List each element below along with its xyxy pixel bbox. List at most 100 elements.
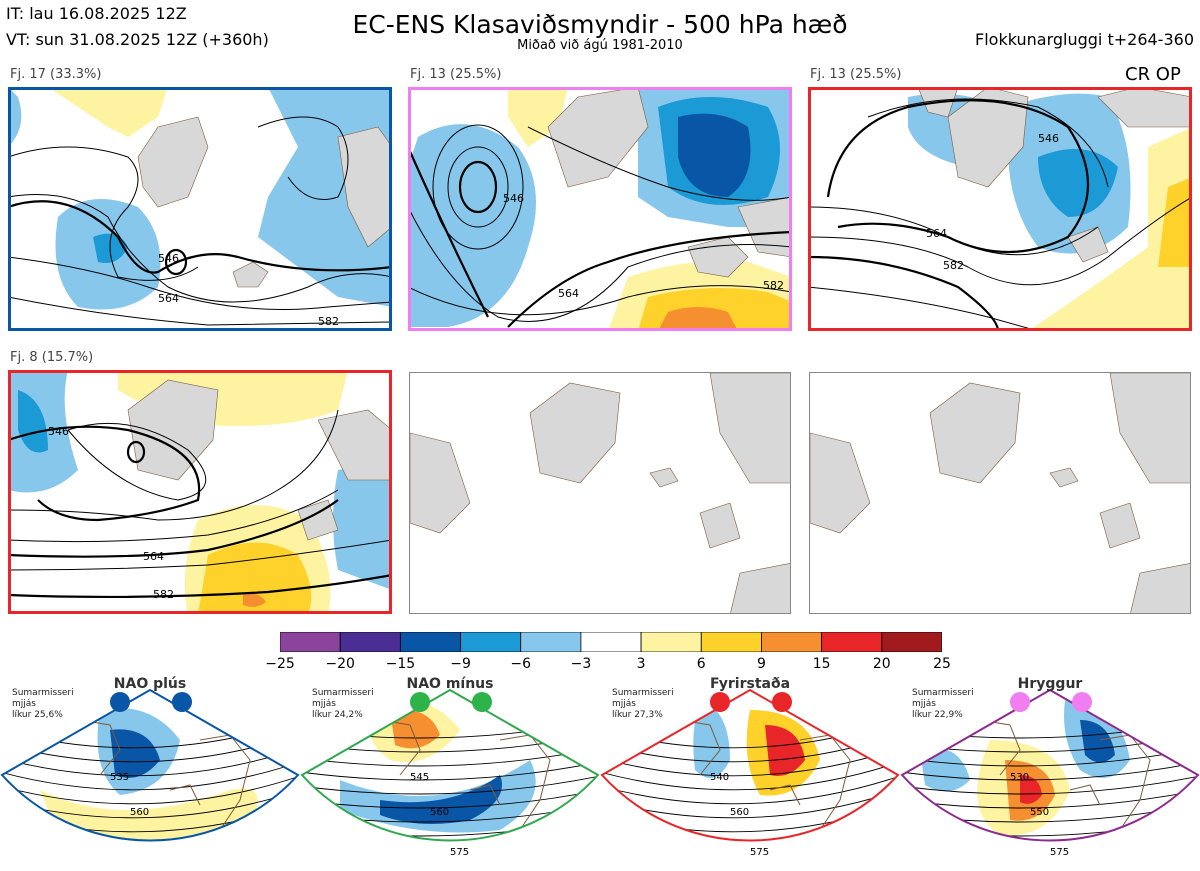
contour-label-564: 564 [158,292,179,305]
regime-anomaly [1020,775,1042,804]
colorbar-swatch [460,631,522,653]
regime-panel: 530 550 575 Hryggur Sumarmisseri mjjás líkur 2… [900,676,1200,871]
colorbar-swatch [580,631,642,653]
scandinavia-land [737,196,792,258]
regime-contour-label: 575 [1050,847,1069,858]
regime-info: Sumarmisseri mjjás líkur 27,3% [612,688,674,721]
height-contour [867,98,1109,188]
regime-height-contour [302,761,598,781]
regime-height-contour [602,761,898,791]
regime-info: Sumarmisseri mjjás líkur 25,6% [12,688,74,721]
anomaly-colorbar [279,631,943,653]
regime-info-line: líkur 25,6% [12,710,63,720]
iceland-land [1049,467,1079,488]
contour-label-546: 546 [158,252,179,265]
height-contour [507,230,792,328]
europe-land [730,563,790,613]
cluster-2-label: Fj. 13 (25.5%) [410,67,502,82]
regime-anomaly [110,729,160,778]
regime-info-line: mjjás [612,699,636,709]
regime-fan-outline [300,688,600,842]
cluster-1-map: 564 582 546 [8,87,392,331]
regime-contour-label: 545 [410,772,429,783]
height-contour [808,255,1000,331]
regime-title: NAO plús [113,676,187,692]
height-contour [8,194,392,303]
colorbar-tick-label: −25 [265,656,295,672]
colorbar-tick-label: −9 [450,656,471,672]
cluster-2-map: 546 564 582 [408,87,792,331]
negative-anomaly [408,124,536,327]
regime-height-contour [302,775,598,795]
height-contour [257,116,349,200]
canada-land [810,432,871,534]
height-contour [408,285,792,316]
regime-contour-label: 540 [710,772,729,783]
regime-marker-dot [710,692,730,712]
regime-marker-dot [472,692,492,712]
iceland-land [232,261,269,288]
cluster-3-map: 546 564 582 [808,87,1192,331]
contour-label-564: 564 [143,550,164,563]
regime-contour-label: 550 [1030,807,1049,818]
colorbar-swatch [761,631,823,653]
regime-height-contour [902,775,1198,795]
greenland-land [127,379,219,481]
contour-label-582: 582 [318,315,339,328]
contour-label-546: 546 [48,425,69,438]
height-contour [8,425,201,522]
regime-contour-label: 560 [130,807,149,818]
colorbar-swatch [700,631,762,653]
cluster-4-map: 546 564 582 [8,370,392,614]
positive-anomaly [1028,127,1192,331]
regime-contour-label: 530 [1010,772,1029,783]
regime-height-contour [902,817,1198,837]
positive-anomaly [508,87,568,147]
regime-marker-dot [1010,692,1030,712]
regime-info-line: mjjás [312,699,336,709]
regime-anomaly [390,709,440,749]
colorbar-tick-label: 15 [812,656,831,672]
colorbar-tick-label: 6 [696,656,706,672]
regime-height-contour [2,775,298,805]
british-isles-land [1067,226,1109,263]
regime-info-line: Sumarmisseri [12,688,74,698]
regime-title: NAO mínus [406,676,494,692]
regime-height-contour [902,789,1198,809]
height-contour [8,200,392,274]
height-contour [67,422,207,501]
regime-info-line: líkur 24,2% [312,710,363,720]
classification-window: Flokkunargluggi t+264-360 [975,30,1194,49]
cluster-4-label: Fj. 8 (15.7%) [10,350,94,365]
contour-label-546: 546 [1038,132,1059,145]
scandinavia-land [317,409,392,481]
iceland-land [649,467,679,488]
contour-label-582: 582 [153,588,174,601]
regime-height-contour [902,761,1198,781]
regime-anomaly [380,775,502,824]
regime-title: Hryggur [1017,676,1083,692]
british-isles-land [687,236,749,278]
colorbar-tick-label: 20 [872,656,891,672]
regime-info: Sumarmisseri mjjás líkur 22,9% [912,688,974,721]
regime-fan-outline [600,688,900,842]
colorbar-tick-label: −20 [325,656,355,672]
strong-positive-anomaly [658,307,738,331]
greenland-land [529,382,621,484]
regime-contour-label: 575 [750,847,769,858]
low-center-contour [164,248,188,276]
height-contour [8,146,199,281]
regime-contour-label: 535 [110,772,129,783]
regime-height-contour [902,719,1198,739]
regime-info-line: Sumarmisseri [612,688,674,698]
regime-info-line: mjjás [912,699,936,709]
moderate-positive-anomaly [198,542,312,614]
greenland-land [929,382,1021,484]
contour-label-564: 564 [926,227,947,240]
strong-positive-anomaly [243,593,266,607]
valid-time: VT: sun 31.08.2025 12Z (+360h) [6,30,269,49]
regime-fan-outline [0,688,300,842]
regime-fan-outline [900,688,1200,842]
regime-info-line: Sumarmisseri [912,688,974,698]
cluster-1-label: Fj. 17 (33.3%) [10,67,102,82]
